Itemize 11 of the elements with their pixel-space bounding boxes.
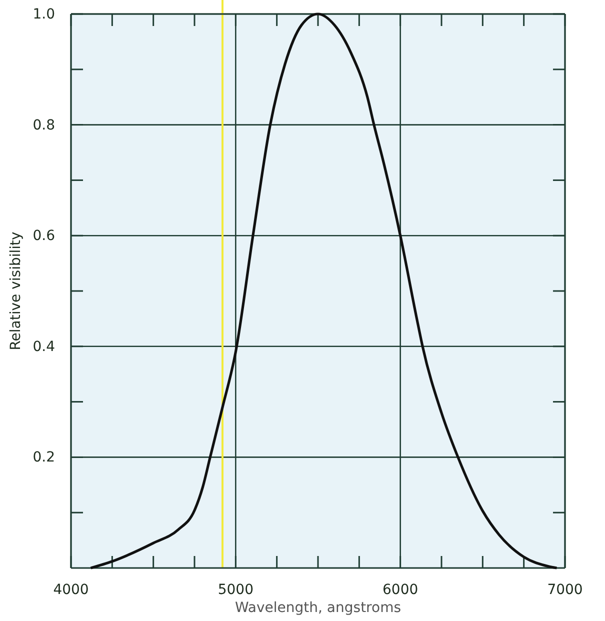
y-axis-title: Relative visibility <box>8 232 24 350</box>
y-tick-label: 0.6 <box>32 228 56 244</box>
x-axis-title: Wavelength, angstroms <box>234 600 402 616</box>
y-tick-label: 0.8 <box>32 117 55 134</box>
y-tick-label: 1.0 <box>32 6 55 22</box>
y-tick-label: 0.2 <box>32 450 55 466</box>
x-tick-label: 4000 <box>53 582 89 598</box>
y-tick-label: 0.4 <box>32 338 56 355</box>
x-tick-label: 6000 <box>382 582 418 598</box>
x-tick-label: 5000 <box>218 582 254 598</box>
x-tick-label: 7000 <box>547 582 583 598</box>
